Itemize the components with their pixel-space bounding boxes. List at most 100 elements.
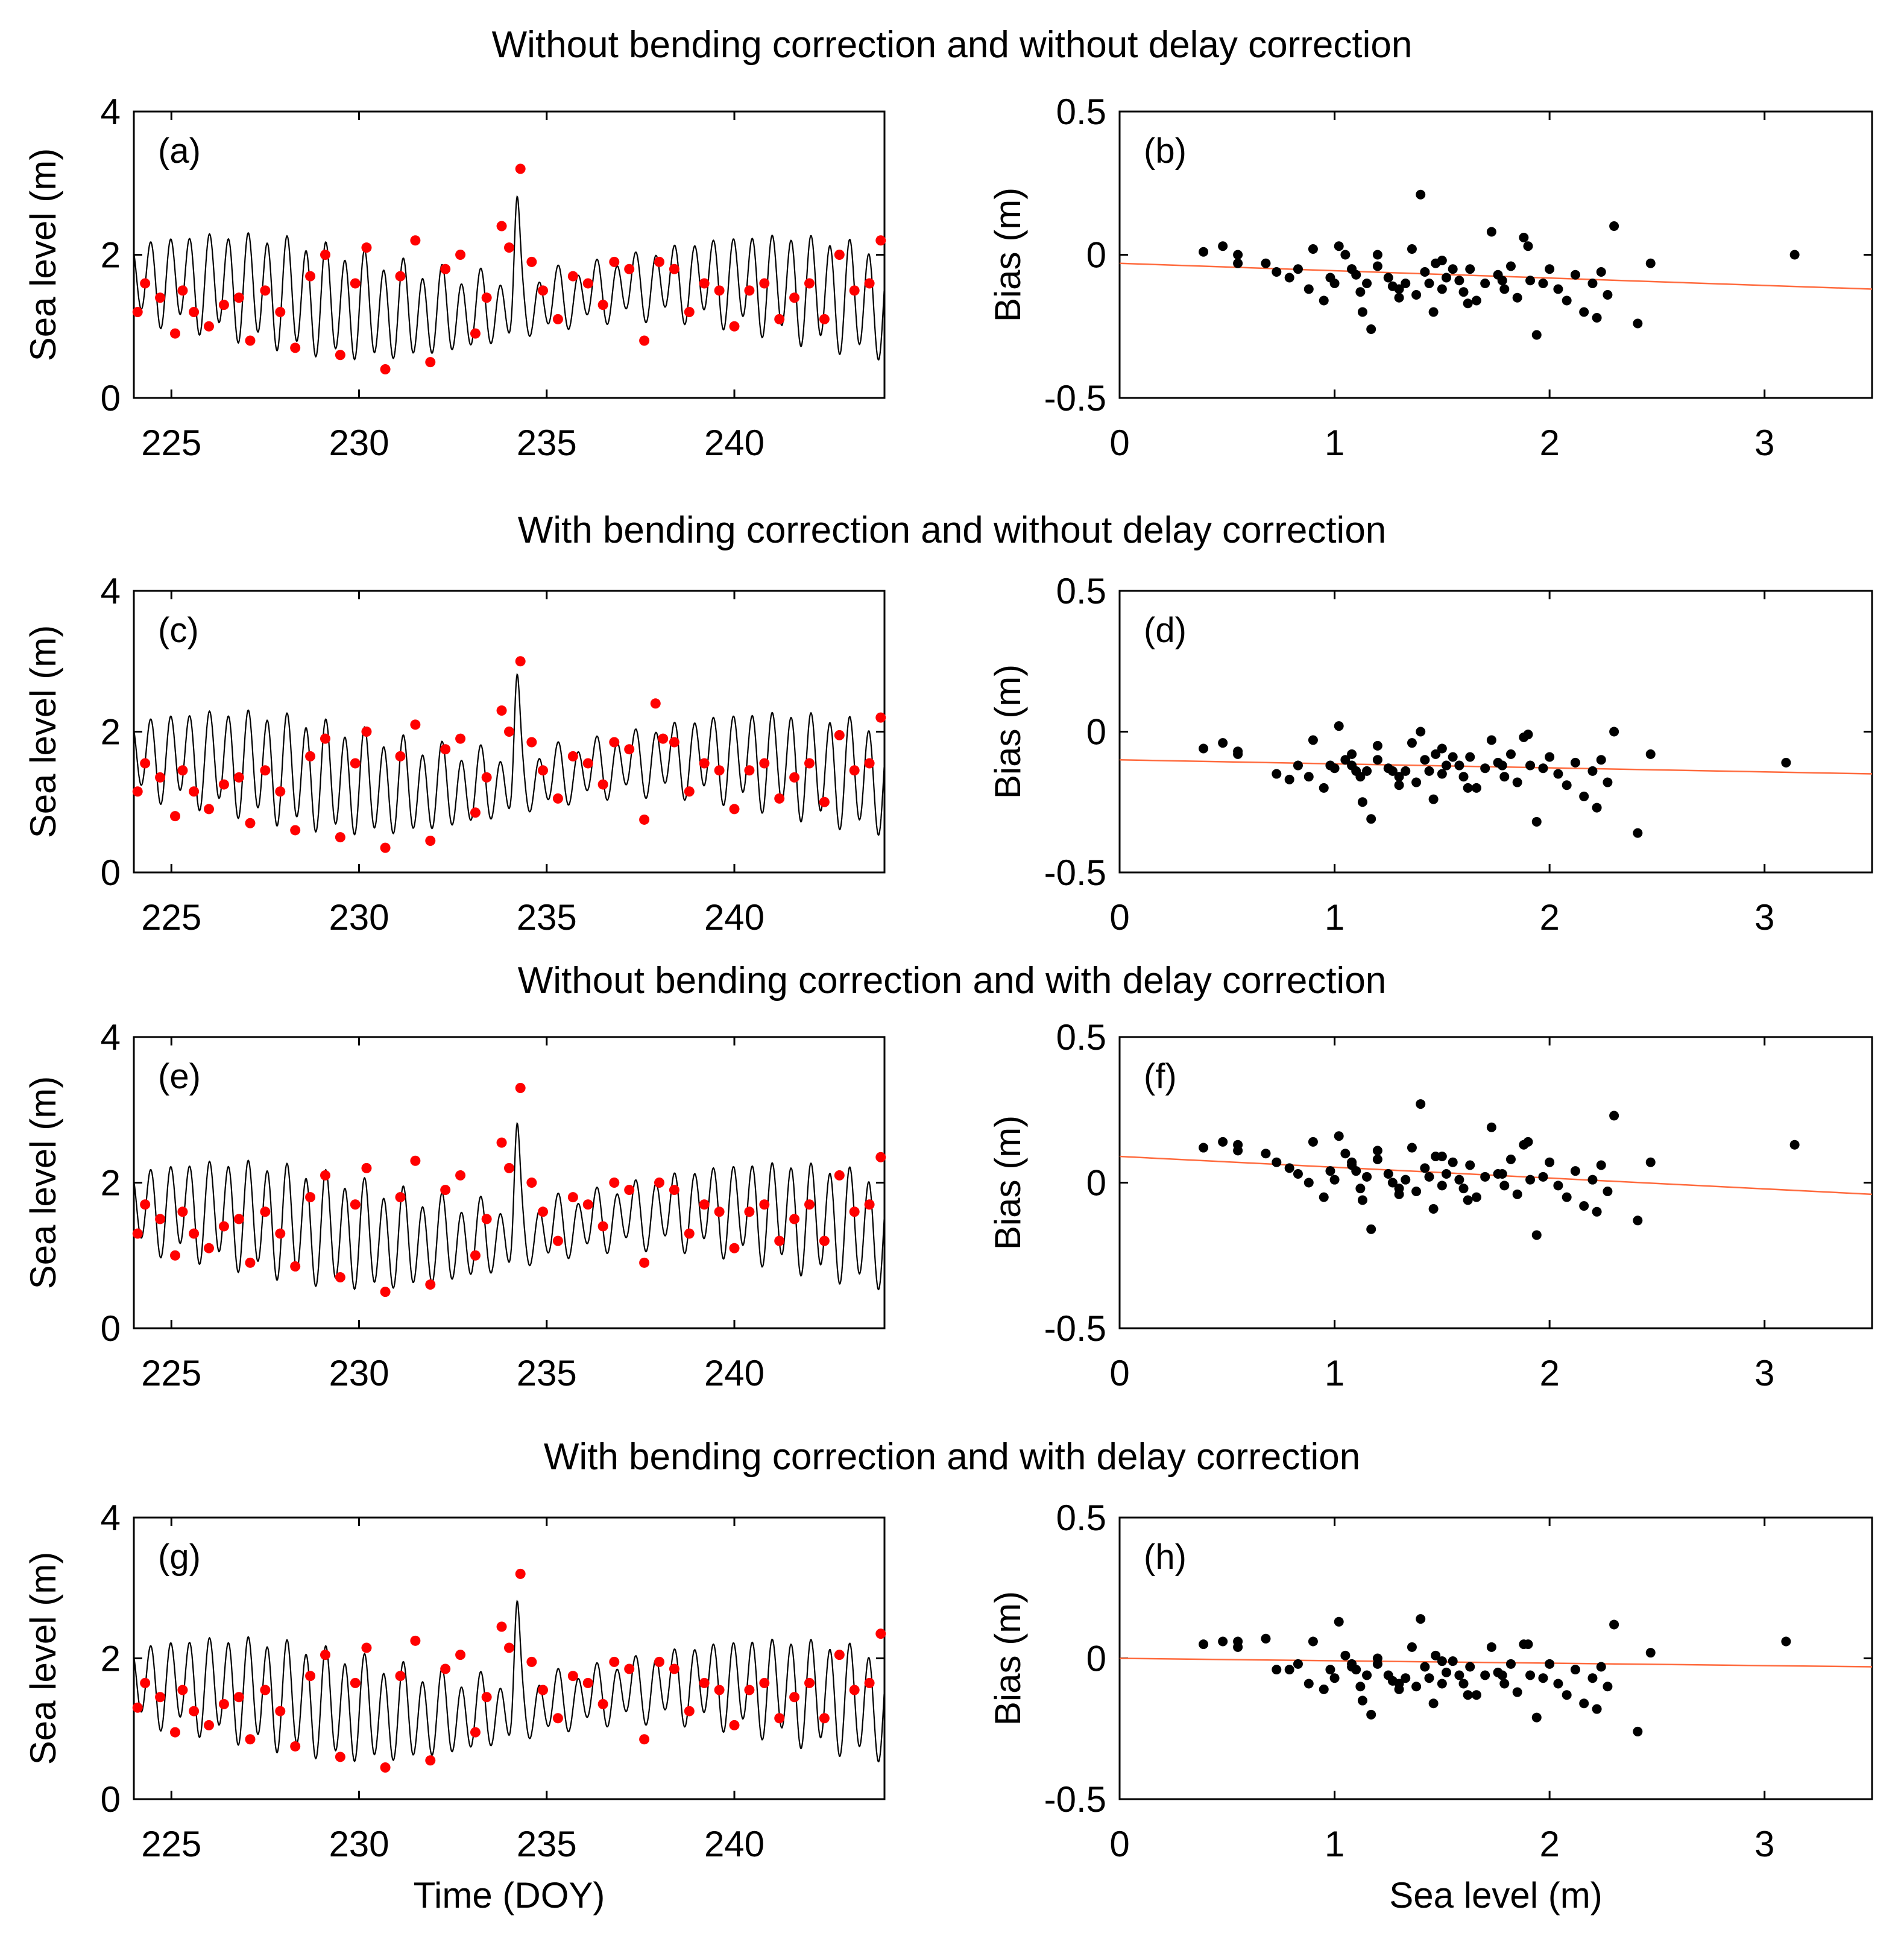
bias-point [1416,1614,1426,1624]
bias-point [1609,727,1619,737]
bias-point [1553,284,1563,294]
time-series-x-tick-label: 230 [329,897,389,938]
gnss-sea-level-point [789,1214,800,1225]
bias-x-tick-label: 1 [1325,897,1344,938]
bias-point [1401,1673,1411,1683]
gnss-sea-level-point [875,1152,886,1162]
gnss-sea-level-point [504,727,514,737]
bias-point [1531,330,1542,340]
gnss-sea-level-point [515,1083,526,1094]
bias-point [1424,766,1434,776]
bias-point [1525,1670,1536,1680]
bias-plot-frame [1118,1516,1873,1800]
bias-point [1531,1230,1542,1240]
bias-y-tick-label: 0 [1086,235,1106,276]
gnss-sea-level-point [759,1199,770,1210]
gnss-sea-level-point [305,1192,316,1203]
gnss-sea-level-point [669,1663,679,1674]
bias-point [1334,241,1344,251]
bias-panel-label: (b) [1144,131,1187,171]
gnss-sea-level-point [425,357,436,368]
gnss-sea-level-point [481,1692,492,1703]
bias-y-tick-label: 0.5 [1056,1017,1106,1058]
bias-point [1416,727,1426,737]
bias-point [1499,772,1510,782]
time-series-y-tick-label: 0 [101,1779,121,1820]
gnss-sea-level-point [245,818,256,828]
gnss-sea-level-point [864,1677,875,1688]
bias-point [1465,1160,1475,1170]
bias-point [1329,763,1340,774]
bias-point [1372,740,1382,751]
gnss-sea-level-point [875,1629,886,1639]
gnss-sea-level-point [320,733,330,744]
bias-point [1499,284,1510,294]
time-series-y-axis-label: Sea level (m) [23,148,63,361]
bias-point [1592,1704,1602,1714]
bias-point [1480,279,1490,288]
gnss-sea-level-point [425,1279,436,1290]
bias-point [1407,244,1417,254]
bias-y-axis-label: Bias (m) [988,188,1028,322]
gnss-sea-level-point [481,292,492,303]
bias-point [1587,1175,1598,1185]
gnss-sea-level-point [654,1178,664,1188]
gnss-sea-level-point [305,1671,316,1682]
bias-point [1362,766,1372,776]
bias-point [1480,1670,1490,1680]
bias-point [1424,1171,1434,1182]
bias-point [1383,1169,1393,1179]
gnss-sea-level-point [538,285,549,296]
gnss-sea-level-point [140,758,151,769]
bias-point [1587,1673,1598,1683]
gnss-sea-level-point [819,1713,830,1724]
bias-y-tick-label: 0.5 [1056,92,1106,132]
bias-point [1579,1201,1589,1211]
gnss-sea-level-point [260,765,271,776]
gnss-sea-level-point [155,292,166,303]
gnss-sea-level-point [759,1677,770,1688]
bias-point [1587,279,1598,288]
bias-point [1448,752,1458,762]
gnss-sea-level-point [729,804,740,815]
gnss-sea-level-point [714,765,725,776]
gnss-sea-level-point [361,1642,372,1653]
bias-point [1362,1670,1372,1680]
bias-point [1592,802,1602,813]
time-series-y-tick-label: 2 [101,712,121,752]
gnss-sea-level-point [350,1677,361,1688]
bias-y-axis-label: Bias (m) [988,1115,1028,1250]
gnss-sea-level-point [624,263,635,274]
bias-point [1233,749,1243,759]
bias-point [1579,1698,1589,1709]
bias-point [1401,766,1411,776]
gnss-sea-level-point [654,1656,664,1667]
bias-x-tick-label: 2 [1539,1353,1559,1393]
bias-point [1407,1143,1417,1153]
gnss-sea-level-point [552,793,563,804]
bias-point [1531,816,1542,827]
gnss-sea-level-point [218,1698,229,1709]
bias-point [1437,743,1447,754]
gnss-sea-level-point [335,1272,345,1282]
bias-point [1407,738,1417,748]
bias-point [1505,261,1516,271]
bias-point [1458,772,1469,782]
bias-x-tick-label: 0 [1109,1824,1129,1864]
gnss-sea-level-point [582,758,593,769]
bias-point [1523,241,1533,251]
bias-point [1394,1189,1404,1199]
time-series-x-tick-label: 235 [517,423,577,463]
gnss-sea-level-point [140,1199,151,1210]
time-series-panel-label: (e) [158,1057,201,1096]
bias-point [1428,1203,1439,1214]
gnss-sea-level-point [496,221,507,232]
bias-point [1538,763,1548,774]
bias-fit-line [1119,1657,1873,1668]
tide-gauge-series-line [134,673,884,836]
bias-point [1308,735,1318,745]
gnss-sea-level-point [218,779,229,790]
time-series-y-axis-label: Sea level (m) [23,1076,63,1289]
bias-point [1465,752,1475,762]
bias-point [1272,1665,1282,1675]
